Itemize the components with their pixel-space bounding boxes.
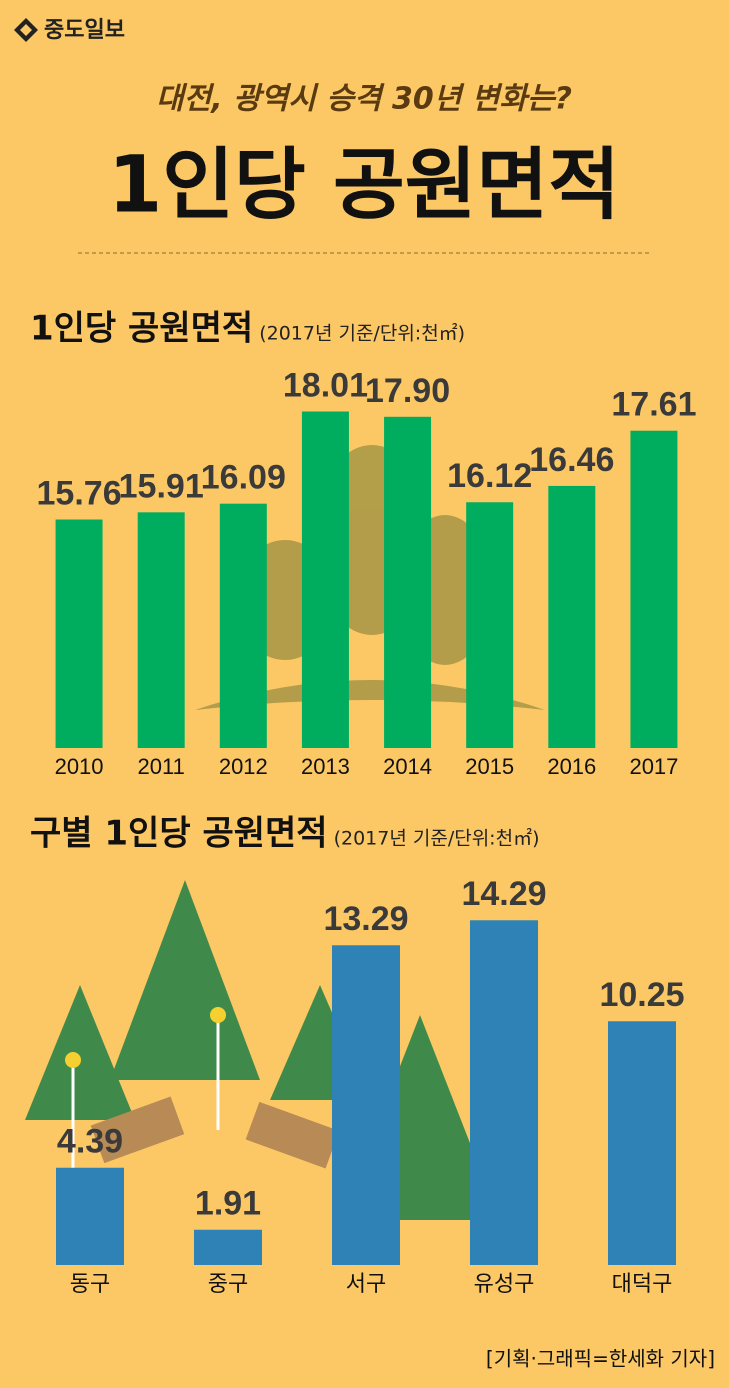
value-label: 15.91 [119, 467, 204, 505]
credit: [기획·그래픽=한세화 기자] [486, 1347, 715, 1371]
bar [219, 503, 267, 748]
value-label: 15.76 [37, 475, 122, 513]
logo-icon-inner [20, 24, 32, 36]
x-tick-label: 2017 [629, 754, 678, 779]
chart-title: 구별 1인당 공원면적 [30, 814, 328, 854]
header-subtitle: 대전, 광역시 승격 30년 변화는? [156, 82, 572, 117]
value-label: 16.12 [447, 457, 532, 495]
chart-title: 1인당 공원면적 [30, 309, 253, 349]
value-label: 13.29 [323, 900, 408, 938]
value-label: 16.09 [201, 459, 286, 497]
bar [548, 485, 596, 748]
bar [332, 945, 400, 1265]
x-tick-label: 유성구 [474, 1271, 535, 1296]
value-label: 10.25 [599, 976, 684, 1014]
x-tick-label: 2015 [465, 754, 514, 779]
bar [384, 416, 432, 748]
x-tick-label: 2013 [301, 754, 350, 779]
bar [194, 1229, 262, 1265]
bar [466, 502, 514, 748]
bar [630, 430, 678, 748]
bar [470, 920, 538, 1265]
bar [301, 411, 349, 748]
value-label: 14.29 [461, 875, 546, 913]
x-tick-label: 대덕구 [612, 1271, 673, 1296]
value-label: 17.90 [365, 372, 450, 410]
bar [56, 1167, 124, 1265]
value-label: 1.91 [195, 1185, 261, 1223]
x-tick-label: 서구 [346, 1271, 386, 1296]
value-label: 16.46 [529, 441, 614, 479]
x-tick-label: 동구 [70, 1271, 110, 1296]
logo: 중도일보 [44, 18, 125, 43]
chart-subtitle: (2017년 기준/단위:천㎡) [259, 322, 465, 345]
x-tick-label: 2011 [138, 754, 185, 779]
bar [137, 512, 185, 748]
bar [608, 1021, 676, 1265]
value-label: 17.61 [611, 386, 696, 424]
header-title: 1인당 공원면적 [108, 140, 620, 230]
x-tick-label: 2016 [547, 754, 596, 779]
x-tick-label: 2010 [55, 754, 104, 779]
chart-subtitle: (2017년 기준/단위:천㎡) [334, 827, 540, 850]
x-tick-label: 2014 [383, 754, 432, 779]
value-label: 18.01 [283, 367, 368, 405]
lamp-illustration [65, 1007, 226, 1175]
value-label: 4.39 [57, 1123, 123, 1161]
x-tick-label: 중구 [208, 1271, 248, 1296]
x-tick-label: 2012 [219, 754, 268, 779]
bar [55, 519, 103, 748]
bench-illustration [90, 1096, 340, 1169]
